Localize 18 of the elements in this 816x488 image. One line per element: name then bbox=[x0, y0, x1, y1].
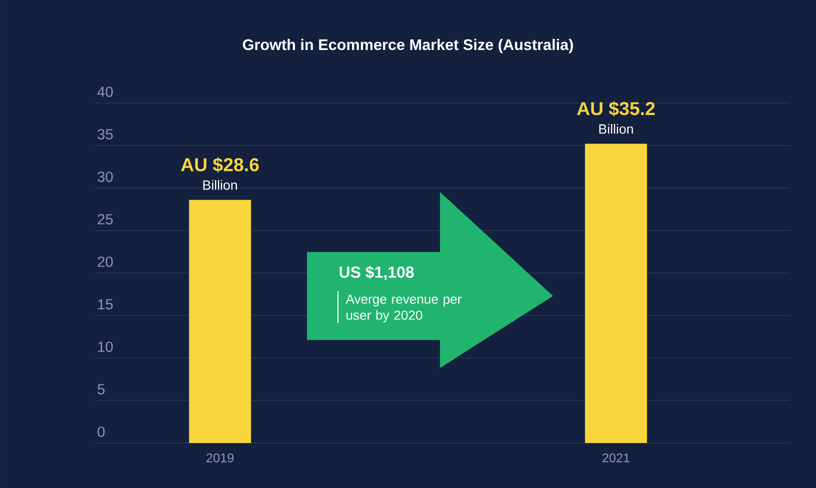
chart-title: Growth in Ecommerce Market Size (Australia) bbox=[242, 38, 573, 54]
y-tick-label: 25 bbox=[98, 214, 113, 224]
y-tick-label: 30 bbox=[98, 172, 113, 182]
data-label: AU $28.6 bbox=[181, 157, 259, 173]
y-tick-label: 40 bbox=[97, 86, 113, 97]
annotation: Billion bbox=[203, 180, 237, 190]
annotation: Averge revenue per user by 2020 bbox=[346, 294, 462, 322]
y-tick-label: 20 bbox=[98, 256, 113, 267]
data-label: AU $35.2 bbox=[577, 101, 655, 116]
y-tick-label: 10 bbox=[98, 342, 113, 352]
y-tick-label: 0 bbox=[98, 426, 105, 437]
annotation: US $1,108 bbox=[340, 266, 414, 280]
x-tick-label: 2019 bbox=[206, 453, 234, 462]
annotation: Billion bbox=[599, 124, 633, 134]
y-tick-label: 15 bbox=[98, 299, 113, 310]
x-tick-label: 2021 bbox=[602, 453, 630, 462]
y-tick-label: 5 bbox=[98, 384, 105, 394]
y-tick-label: 35 bbox=[98, 129, 113, 140]
